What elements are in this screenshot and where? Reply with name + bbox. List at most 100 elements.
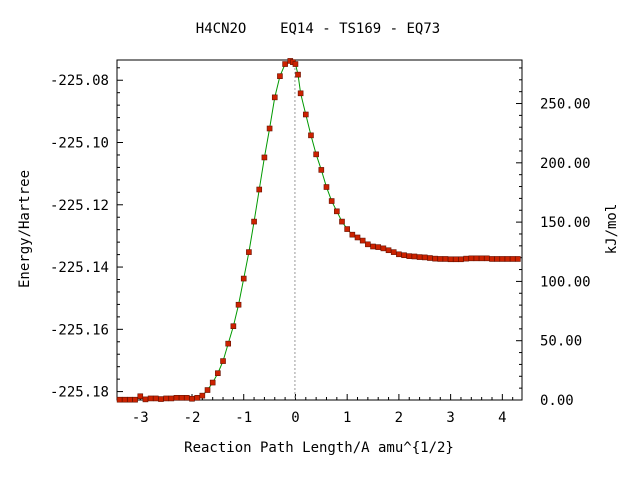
chart-title: H4CN2O EQ14 - TS169 - EQ73 bbox=[196, 21, 440, 37]
x-tick-label: 3 bbox=[446, 410, 454, 426]
data-point bbox=[359, 237, 366, 244]
data-point bbox=[334, 208, 340, 215]
data-point bbox=[199, 392, 206, 399]
data-point bbox=[194, 395, 200, 401]
data-point bbox=[411, 253, 418, 260]
data-point bbox=[458, 256, 464, 263]
data-point bbox=[473, 255, 480, 262]
data-point bbox=[178, 395, 185, 401]
data-point bbox=[302, 111, 309, 118]
y2-tick-label: 0.00 bbox=[540, 393, 574, 409]
data-point bbox=[158, 396, 164, 402]
data-point bbox=[266, 125, 273, 132]
data-point bbox=[442, 256, 449, 262]
data-point bbox=[132, 396, 138, 403]
data-point bbox=[318, 167, 325, 173]
data-point bbox=[452, 256, 459, 263]
y2-tick-label: 50.00 bbox=[540, 334, 582, 350]
data-point bbox=[323, 184, 330, 190]
series-line bbox=[119, 60, 518, 401]
data-point bbox=[509, 256, 516, 262]
y2-tick-label: 200.00 bbox=[540, 156, 591, 172]
x-tick-label: -1 bbox=[235, 410, 252, 426]
data-point bbox=[463, 255, 469, 262]
data-point bbox=[292, 61, 299, 67]
x-tick-label: 1 bbox=[343, 410, 351, 426]
data-point bbox=[230, 323, 237, 330]
data-point bbox=[189, 395, 195, 402]
data-point bbox=[147, 395, 154, 402]
y-tick-label: -225.12 bbox=[50, 198, 109, 214]
data-point bbox=[277, 73, 283, 79]
y-axis-label: Energy/Hartree bbox=[17, 170, 33, 288]
data-point bbox=[173, 395, 180, 401]
data-point bbox=[494, 256, 500, 262]
data-point bbox=[478, 255, 485, 262]
data-point bbox=[406, 253, 413, 259]
data-point bbox=[220, 358, 226, 364]
data-point bbox=[328, 198, 335, 204]
x-tick-label: 0 bbox=[291, 410, 299, 426]
data-point bbox=[127, 396, 133, 403]
data-point bbox=[499, 256, 506, 262]
data-point bbox=[204, 387, 211, 393]
x-axis-label: Reaction Path Length/A amu^{1/2} bbox=[184, 440, 454, 456]
x-tick-label: 4 bbox=[498, 410, 506, 426]
data-point bbox=[401, 252, 407, 259]
data-point bbox=[256, 186, 263, 193]
x-tick-label: -2 bbox=[184, 410, 201, 426]
data-point bbox=[380, 245, 387, 252]
data-point bbox=[116, 396, 123, 403]
data-point bbox=[421, 254, 428, 261]
data-point bbox=[427, 255, 433, 261]
data-point bbox=[437, 256, 444, 262]
y2-tick-label: 250.00 bbox=[540, 97, 591, 113]
data-point bbox=[484, 255, 490, 262]
data-point bbox=[349, 231, 356, 238]
data-point bbox=[240, 275, 247, 282]
data-point bbox=[416, 254, 423, 260]
data-point bbox=[137, 393, 144, 400]
data-point bbox=[261, 154, 268, 161]
data-point bbox=[142, 396, 149, 403]
data-point bbox=[504, 256, 511, 262]
data-point bbox=[515, 256, 521, 262]
x-tick-label: 2 bbox=[395, 410, 403, 426]
data-point bbox=[297, 90, 304, 97]
y2-tick-label: 100.00 bbox=[540, 274, 591, 290]
data-point bbox=[385, 247, 392, 254]
data-point bbox=[271, 94, 278, 101]
data-point bbox=[295, 71, 301, 78]
data-point bbox=[246, 249, 252, 255]
data-point bbox=[235, 301, 242, 308]
data-point bbox=[370, 243, 376, 250]
data-point bbox=[225, 340, 232, 347]
y-tick-label: -225.08 bbox=[50, 73, 109, 89]
data-point bbox=[365, 241, 371, 248]
y-tick-label: -225.18 bbox=[50, 385, 109, 401]
y2-tick-label: 150.00 bbox=[540, 215, 591, 231]
data-point bbox=[468, 255, 475, 262]
data-point bbox=[163, 395, 169, 402]
data-point bbox=[344, 226, 350, 232]
data-point bbox=[308, 132, 314, 139]
y-tick-label: -225.16 bbox=[50, 322, 109, 338]
data-point bbox=[184, 395, 190, 401]
data-point bbox=[313, 151, 319, 158]
plot-area bbox=[116, 59, 523, 401]
data-point bbox=[121, 396, 128, 403]
data-point bbox=[251, 218, 257, 225]
data-point bbox=[375, 244, 382, 250]
data-point bbox=[282, 61, 288, 67]
data-point bbox=[339, 218, 345, 225]
x-tick-label: -3 bbox=[132, 410, 149, 426]
data-point bbox=[489, 256, 495, 262]
data-point bbox=[168, 395, 175, 402]
data-point bbox=[447, 256, 454, 263]
y-tick-label: -225.14 bbox=[50, 260, 109, 276]
data-point bbox=[209, 379, 216, 386]
y2-axis-label: kJ/mol bbox=[604, 204, 620, 255]
data-point bbox=[215, 370, 221, 377]
data-point bbox=[354, 234, 361, 241]
